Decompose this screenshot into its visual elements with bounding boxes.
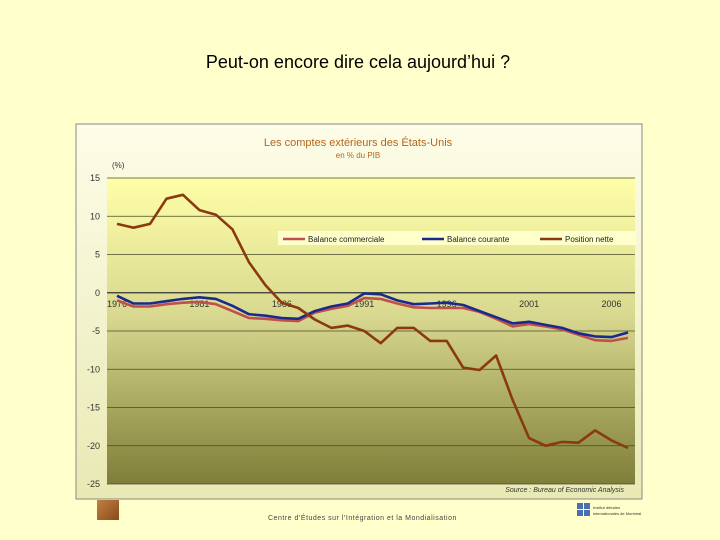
y-tick-label: -25: [87, 479, 100, 489]
x-tick-label: 1991: [354, 299, 374, 309]
institute-logo: Institut détudes internationales de Mont…: [577, 503, 667, 521]
legend: Balance commerciale Balance courante Pos…: [278, 231, 636, 245]
legend-label-balance-courante: Balance courante: [447, 235, 510, 244]
series-line-balance-courante: [116, 292, 629, 339]
x-tick-label: 2006: [602, 299, 622, 309]
x-tick-label: 2001: [519, 299, 539, 309]
institute-name-line1: Institut détudes: [593, 505, 621, 510]
source-note: Source : Bureau of Economic Analysis: [505, 487, 624, 494]
y-tick-label: 0: [95, 288, 100, 298]
x-tick-label: 1976: [107, 299, 127, 309]
y-tick-label: 15: [90, 173, 100, 183]
y-axis-label: (%): [112, 161, 125, 170]
series-lines: [116, 193, 629, 450]
cerium-logo: [97, 500, 119, 520]
institute-name-line2: internationales de Montréal: [593, 511, 642, 516]
footer-text: Centre d’Études sur l’Intégration et la …: [268, 515, 457, 522]
y-tick-label: 5: [95, 250, 100, 260]
series-line-position-nette: [116, 193, 629, 450]
y-tick-label: -5: [92, 326, 100, 336]
x-tick-label: 1981: [189, 299, 209, 309]
y-tick-labels: 15 10 5 0 -5 -10 -15 -20 -25: [87, 173, 100, 489]
series-line-balance-commerciale: [116, 296, 629, 343]
legend-label-balance-commerciale: Balance commerciale: [308, 235, 385, 244]
y-tick-label: -10: [87, 364, 100, 374]
y-tick-label: -15: [87, 403, 100, 413]
legend-background: [278, 231, 636, 245]
y-tick-label: 10: [90, 211, 100, 221]
chart-subtitle: en % du PIB: [336, 151, 380, 160]
slide-title: Peut-on encore dire cela aujourd’hui ?: [205, 52, 511, 72]
legend-label-position-nette: Position nette: [565, 235, 614, 244]
chart-title: Les comptes extérieurs des États-Unis: [264, 136, 453, 149]
y-tick-label: -20: [87, 441, 100, 451]
